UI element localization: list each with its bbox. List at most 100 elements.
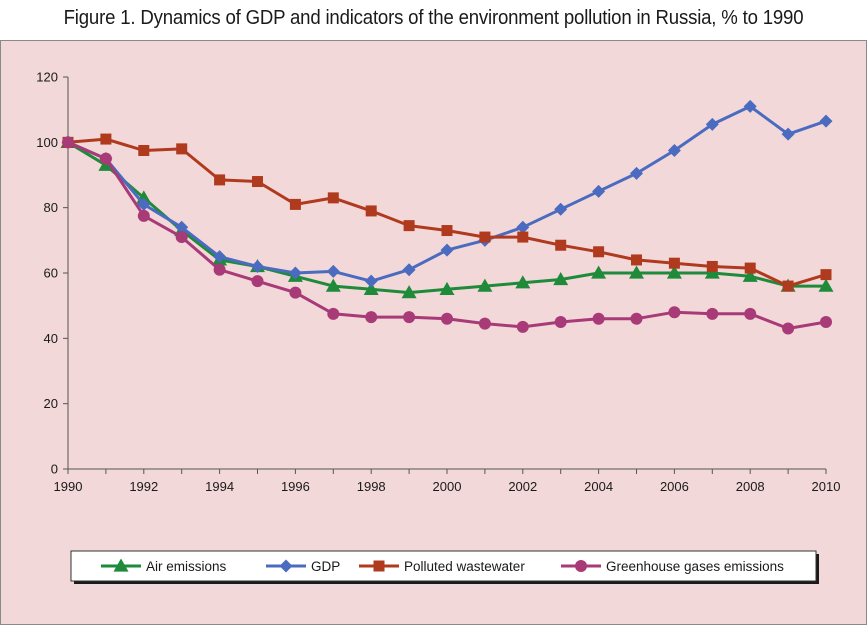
data-point <box>630 312 643 325</box>
data-point <box>175 220 189 234</box>
data-point <box>441 225 453 237</box>
legend-label: GDP <box>311 559 340 574</box>
legend-label: Polluted wastewater <box>404 559 525 574</box>
data-point <box>593 246 605 258</box>
x-tick-label: 2002 <box>508 479 537 494</box>
data-point <box>479 231 491 243</box>
legend-item: Air emissions <box>101 558 227 574</box>
y-tick-label: 60 <box>44 266 58 281</box>
data-point <box>668 306 681 319</box>
data-point <box>213 250 227 264</box>
data-point <box>214 174 226 186</box>
legend-label: Greenhouse gases emissions <box>606 559 784 574</box>
data-point <box>325 278 341 292</box>
data-point <box>439 281 455 295</box>
data-point <box>592 312 605 325</box>
data-point <box>668 257 680 269</box>
data-point <box>251 275 264 288</box>
data-point <box>137 197 151 211</box>
data-point <box>553 272 569 286</box>
data-point <box>440 243 454 257</box>
data-point <box>555 239 567 251</box>
data-point <box>176 143 188 155</box>
data-point <box>819 114 833 128</box>
data-point <box>820 269 832 281</box>
data-point <box>516 220 530 234</box>
data-point <box>327 192 339 204</box>
data-point <box>175 231 188 244</box>
x-tick-label: 2006 <box>660 479 689 494</box>
data-point <box>403 311 416 324</box>
data-point <box>363 281 379 295</box>
x-tick-label: 2010 <box>812 479 841 494</box>
legend-marker <box>575 560 587 572</box>
legend-marker <box>113 558 129 572</box>
data-point <box>743 99 757 113</box>
legend-item: Greenhouse gases emissions <box>561 559 784 574</box>
legend-marker <box>279 559 293 573</box>
series-greenhouse-gases-emissions <box>62 136 832 335</box>
y-tick-label: 40 <box>44 331 58 346</box>
data-point <box>782 280 794 292</box>
line-chart: 0 20 40 60 80 100 120 1990 1992 1994 1996 1998 2000 2… <box>36 70 840 584</box>
y-tick-label: 20 <box>44 396 58 411</box>
data-point <box>744 307 757 320</box>
data-point <box>631 254 642 266</box>
series-air-emissions <box>60 134 834 299</box>
legend: Air emissions GDP Polluted wastewater Green… <box>70 550 819 584</box>
series-gdp <box>61 99 833 288</box>
series-polluted-wastewater <box>62 133 832 292</box>
data-point <box>441 312 453 325</box>
data-point <box>326 264 340 278</box>
data-point <box>100 133 112 145</box>
axes: 0 20 40 60 80 100 120 1990 1992 1994 1996 1998 2000 2… <box>36 70 840 495</box>
data-point <box>138 145 150 156</box>
data-point <box>704 265 720 279</box>
legend-item: GDP <box>266 559 340 574</box>
data-point <box>516 320 529 333</box>
data-point <box>364 274 378 288</box>
x-tick-label: 1990 <box>54 479 83 494</box>
data-point <box>666 265 682 279</box>
data-point <box>515 275 531 289</box>
data-point <box>706 307 719 320</box>
data-point <box>667 144 681 157</box>
data-point <box>742 268 758 282</box>
x-tick-label: 1994 <box>205 479 234 494</box>
data-point <box>706 260 718 272</box>
data-point <box>213 263 226 276</box>
legend-box <box>70 550 817 582</box>
y-tick-label: 0 <box>51 462 58 477</box>
data-point <box>251 259 264 273</box>
data-point <box>289 198 301 210</box>
data-point <box>517 231 529 243</box>
data-point <box>554 316 567 328</box>
data-point <box>403 220 415 232</box>
data-point <box>288 266 302 280</box>
data-point <box>820 316 832 328</box>
x-tick-label: 2004 <box>584 479 613 494</box>
data-point <box>252 176 263 188</box>
y-tick-label: 80 <box>44 200 58 215</box>
data-point <box>365 311 378 324</box>
data-point <box>62 136 74 149</box>
data-point <box>478 317 491 330</box>
data-point <box>591 265 607 279</box>
data-point <box>365 205 377 217</box>
data-point <box>592 184 606 198</box>
data-point <box>554 202 568 216</box>
data-point <box>477 278 493 292</box>
legend-item: Polluted wastewater <box>359 559 525 574</box>
data-point <box>137 209 150 222</box>
data-point <box>402 263 416 277</box>
y-tick-label: 100 <box>36 135 58 150</box>
data-point <box>327 307 340 320</box>
data-point <box>629 265 644 279</box>
data-point <box>705 117 719 131</box>
data-point <box>289 286 302 299</box>
x-tick-label: 2008 <box>736 479 765 494</box>
data-point <box>630 166 643 180</box>
data-point <box>99 152 112 165</box>
y-tick-label: 120 <box>36 70 58 85</box>
x-tick-label: 1992 <box>129 479 158 494</box>
